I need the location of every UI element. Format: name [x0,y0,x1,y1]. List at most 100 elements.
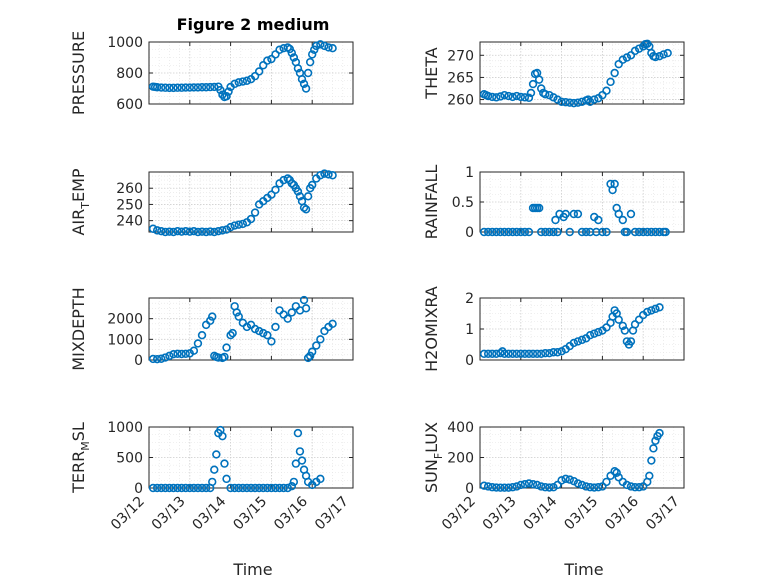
data-point [222,343,231,352]
y-axis-label: SUNFLUX [422,422,445,493]
data-point [645,471,654,480]
data-point [545,483,554,492]
data-point [212,450,221,459]
data-point [500,483,509,492]
data-point [553,227,562,237]
data-point [573,98,583,107]
data-point [602,477,611,487]
x-axis-label: Time [232,560,272,579]
data-point [500,90,509,100]
data-point [254,326,264,336]
data-point [230,483,239,493]
data-point [528,79,538,89]
data-point [299,79,309,89]
data-point [148,354,158,364]
data-point [224,87,233,96]
data-point [234,483,243,493]
data-point [283,314,292,323]
data-point [173,483,182,493]
data-point [181,483,190,493]
y-axis-label: TERRMSL [69,422,92,494]
data-point [279,483,288,493]
data-point [659,50,668,59]
y-tick-label: 0.5 [452,195,474,211]
data-point [541,227,550,237]
data-point [577,480,587,490]
data-point [287,308,296,317]
data-point [573,209,583,219]
data-point [301,205,311,214]
y-tick-label: 0 [134,353,143,369]
data-point [181,226,190,236]
data-point [655,303,664,312]
data-point [488,227,497,237]
y-tick-label: 265 [447,70,474,86]
y-tick-label: 400 [447,420,474,436]
data-point [165,483,174,493]
data-point [287,179,296,188]
data-point [230,79,239,89]
data-point [303,68,313,78]
data-point [246,214,256,224]
y-axis-label: RAINFALL [422,165,441,240]
x-tick-label: 03/13 [149,494,189,534]
data-point [643,227,652,237]
data-point [569,476,579,486]
data-point [206,82,215,92]
data-point [303,353,313,363]
data-point [267,337,276,346]
data-point [606,77,615,87]
data-point [598,482,607,491]
data-point [512,482,521,491]
data-point [524,349,534,358]
data-point [193,83,203,92]
data-point [234,312,243,321]
data-point [512,227,521,237]
data-point [295,192,305,201]
data-point [197,483,207,493]
data-point [516,480,525,490]
data-point [238,77,248,86]
data-point [557,97,566,106]
y-tick-label: 1000 [107,35,143,51]
data-point [301,304,311,313]
data-point [275,306,284,315]
data-point [328,319,337,329]
data-point [565,227,574,237]
data-point [193,339,203,348]
data-point [590,483,599,492]
data-point [177,227,186,236]
data-point [504,349,513,358]
data-point [173,226,182,236]
data-point [226,222,235,232]
x-tick-label: 03/14 [190,493,230,533]
data-point [148,224,158,233]
data-point [553,348,562,357]
data-point [643,307,652,317]
data-point [581,227,591,237]
data-point [626,51,636,60]
data-point [612,468,621,477]
data-point [524,227,534,237]
data-point [185,483,195,493]
data-point [614,59,623,69]
y-tick-label: 0 [465,481,474,497]
x-tick-label: 03/13 [480,494,520,534]
data-point [242,483,252,493]
data-point [271,50,280,59]
x-tick-label: 03/12 [439,494,479,534]
data-point [655,428,664,438]
data-point [638,227,648,237]
data-point [242,76,252,85]
data-point [161,227,170,237]
data-point [218,431,227,441]
data-point [189,226,199,236]
data-point [622,227,632,237]
data-point [218,226,227,235]
data-point [614,473,623,482]
y-tick-label: 270 [447,48,474,64]
data-point [152,354,162,364]
data-point [279,310,288,319]
data-point [483,91,493,101]
